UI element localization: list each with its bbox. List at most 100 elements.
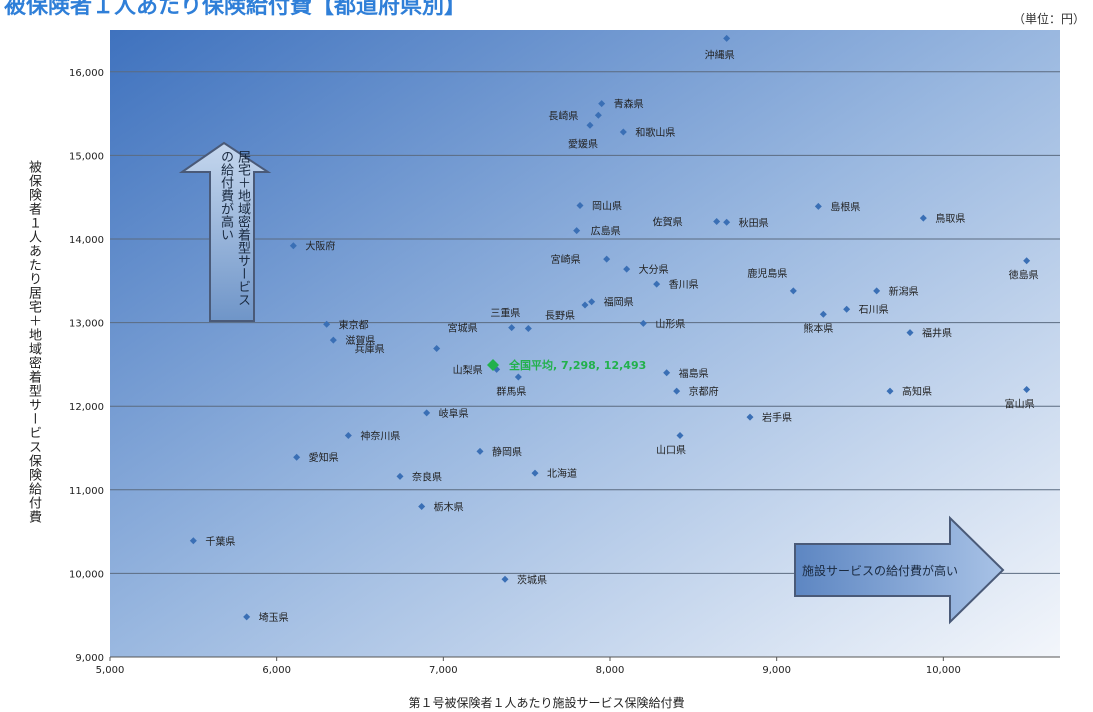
data-point <box>508 324 516 332</box>
chart-title: 被保険者１人あたり保険給付費【都道府県別】 <box>4 0 467 19</box>
average-label: 全国平均, 7,298, 12,493 <box>508 358 646 372</box>
data-point <box>501 575 509 583</box>
point-label: 佐賀県 <box>653 216 683 228</box>
point-label: 三重県 <box>490 306 520 319</box>
data-point <box>598 100 606 108</box>
point-label: 栃木県 <box>434 501 464 514</box>
point-label: 群馬県 <box>496 385 526 398</box>
data-point <box>423 409 431 417</box>
y-tick-label: 11,000 <box>69 486 104 497</box>
point-label: 静岡県 <box>492 445 522 458</box>
data-point <box>873 287 881 295</box>
data-point <box>293 453 301 461</box>
arrow-right-label: 施設サービスの給付費が高い <box>802 563 958 578</box>
point-label: 宮城県 <box>448 322 478 335</box>
data-point <box>713 217 721 225</box>
point-label: 長野県 <box>545 310 575 322</box>
data-point <box>723 34 731 42</box>
data-point <box>476 447 484 455</box>
data-point <box>594 111 602 119</box>
point-label: 長崎県 <box>548 109 578 122</box>
data-point <box>1023 257 1031 265</box>
data-point <box>814 202 822 210</box>
data-point <box>514 373 522 381</box>
point-label: 福島県 <box>679 367 709 380</box>
point-label: 鹿児島県 <box>747 267 787 280</box>
y-tick-label: 13,000 <box>69 319 104 330</box>
point-label: 熊本県 <box>803 322 833 335</box>
point-label: 愛知県 <box>309 451 339 464</box>
point-label: 茨城県 <box>517 573 547 586</box>
arrow-up-shape <box>178 141 272 322</box>
data-point <box>243 613 251 621</box>
y-tick-label: 9,000 <box>75 653 104 664</box>
data-point <box>639 319 647 327</box>
point-label: 千葉県 <box>205 535 235 548</box>
data-point <box>289 242 297 250</box>
y-axis-label: 被保険者１人あたり居宅＋地域密着型サービス保険給付費 <box>26 160 41 524</box>
data-point <box>396 472 404 480</box>
point-label: 富山県 <box>1005 397 1035 410</box>
data-point <box>906 329 914 337</box>
point-label: 秋田県 <box>739 216 769 229</box>
x-tick-label: 6,000 <box>262 665 291 676</box>
point-label: 京都府 <box>689 385 719 398</box>
data-point <box>576 202 584 210</box>
point-label: 鳥取県 <box>935 212 965 225</box>
y-tick-label: 16,000 <box>69 68 104 79</box>
y-ticks: 9,000 10,000 11,000 12,000 13,000 14,000 15,00… <box>69 68 104 664</box>
data-point <box>531 469 539 477</box>
point-label: 高知県 <box>902 385 932 398</box>
data-point <box>789 287 797 295</box>
point-label: 香川県 <box>669 279 699 291</box>
point-label: 大阪府 <box>305 240 335 253</box>
point-label: 山梨県 <box>453 363 483 376</box>
point-label: 埼玉県 <box>259 611 289 624</box>
point-label: 福井県 <box>922 327 952 340</box>
point-label: 大分県 <box>639 263 669 276</box>
point-label: 島根県 <box>830 200 860 213</box>
point-label: 石川県 <box>859 304 889 316</box>
data-point <box>663 369 671 377</box>
point-label: 広島県 <box>591 225 621 238</box>
x-tick-label: 9,000 <box>762 665 791 676</box>
point-label: 岐阜県 <box>439 407 469 420</box>
arrow-up-label: 居宅＋地域密着型サービスの給付費が高い <box>218 150 250 306</box>
data-point <box>323 320 331 328</box>
point-label: 和歌山県 <box>635 126 675 139</box>
data-point <box>653 280 661 288</box>
point-label: 兵庫県 <box>355 343 385 356</box>
data-point <box>723 218 731 226</box>
point-label: 愛媛県 <box>568 137 598 150</box>
data-point <box>603 255 611 263</box>
arrow-right-annotation: 施設サービスの給付費が高い <box>794 515 1005 625</box>
data-point <box>886 387 894 395</box>
point-label: 山形県 <box>655 318 685 330</box>
data-point <box>586 121 594 129</box>
point-label: 岩手県 <box>762 411 792 424</box>
average-point <box>487 358 499 371</box>
data-point <box>573 227 581 235</box>
data-point <box>418 503 426 511</box>
data-point <box>619 128 627 136</box>
data-point <box>524 324 532 332</box>
unit-label: （単位：円） <box>1012 12 1085 26</box>
x-axis-label: 第１号被保険者１人あたり施設サービス保険給付費 <box>408 696 685 710</box>
x-ticks: 5,000 6,000 7,000 8,000 9,000 10,000 <box>96 656 1060 676</box>
x-tick-label: 8,000 <box>596 665 625 676</box>
point-label: 新潟県 <box>889 285 919 298</box>
data-point <box>676 431 684 439</box>
point-label: 神奈川県 <box>360 429 400 442</box>
point-label: 岡山県 <box>592 201 622 213</box>
data-point <box>344 431 352 439</box>
data-point <box>189 537 197 545</box>
arrow-right-shape <box>794 515 1005 625</box>
data-point <box>433 345 441 353</box>
point-label: 東京都 <box>339 318 369 331</box>
data-point <box>329 336 337 344</box>
data-point <box>623 265 631 273</box>
data-point <box>588 298 596 306</box>
y-tick-label: 14,000 <box>69 235 104 246</box>
y-tick-label: 10,000 <box>69 569 104 580</box>
